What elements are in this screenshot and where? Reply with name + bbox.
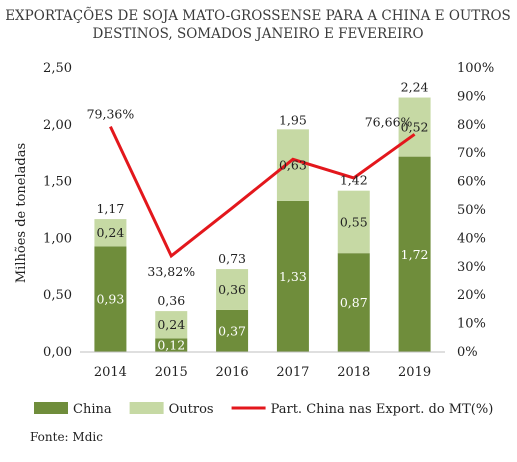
total-label: 1,17	[96, 201, 124, 216]
legend-label: Part. China nas Export. do MT(%)	[271, 402, 494, 417]
total-label: 1,42	[340, 173, 368, 188]
total-label: 0,73	[218, 251, 246, 266]
total-label: 1,95	[279, 112, 307, 127]
bar-outros	[94, 219, 127, 247]
legend-swatch	[34, 402, 68, 414]
y-tick-label: 1,50	[43, 175, 72, 190]
bar-value-label: 0,52	[401, 120, 429, 135]
bar-value-label: 0,36	[218, 282, 246, 297]
bar-value-label: 1,33	[279, 269, 307, 284]
bar-value-label: 1,72	[401, 247, 429, 262]
share-label: 79,36%	[87, 107, 135, 122]
bar-outros	[216, 269, 249, 310]
x-tick-label: 2016	[216, 365, 249, 380]
x-tick-label: 2015	[155, 365, 188, 380]
y-tick-label: 2,50	[43, 61, 72, 76]
bar-outros	[337, 190, 370, 254]
total-label: 0,36	[157, 293, 185, 308]
bar-outros	[276, 129, 309, 201]
y-tick-label: 0,00	[43, 345, 72, 360]
x-tick-label: 2018	[337, 365, 370, 380]
y-tick-label: 1,00	[43, 231, 72, 246]
bar-value-label: 0,87	[340, 295, 368, 310]
y2-tick-label: 50%	[457, 203, 486, 218]
bar-china	[216, 309, 249, 352]
y2-tick-label: 10%	[457, 317, 486, 332]
y2-tick-label: 40%	[457, 231, 486, 246]
y2-tick-label: 0%	[457, 345, 478, 360]
source-note: Fonte: Mdic	[30, 430, 103, 444]
x-tick-label: 2019	[398, 365, 431, 380]
bar-value-label: 0,93	[96, 292, 124, 307]
bar-value-label: 0,55	[340, 214, 368, 229]
legend: China Outros Part. China nas Export. do MT…	[34, 402, 493, 417]
bar-value-label: 0,63	[279, 158, 307, 173]
y-axis-ticks: 0,00 0,50 1,00 1,50 2,00 2,50	[43, 61, 72, 360]
x-tick-label: 2014	[94, 365, 127, 380]
x-axis-ticks: 2014 2015 2016 2017 2018 2019	[94, 365, 431, 380]
bar-china	[155, 338, 188, 352]
y2-tick-label: 30%	[457, 260, 486, 275]
bar-value-label: 0,37	[218, 323, 246, 338]
y2-tick-label: 90%	[457, 89, 486, 104]
y-tick-label: 0,50	[43, 288, 72, 303]
legend-swatch	[129, 402, 164, 414]
share-label: 33,82%	[147, 264, 195, 279]
y2-tick-label: 60%	[457, 175, 486, 190]
share-line-path	[109, 125, 416, 259]
chart-title: EXPORTAÇÕES DE SOJA MATO-GROSSENSE PARA …	[5, 8, 511, 42]
y2-tick-label: 80%	[457, 118, 486, 133]
share-label: 76,66%	[365, 114, 413, 129]
legend-label: Outros	[169, 402, 214, 417]
data-labels: 0,93 0,24 0,12 0,24 0,37 0,36 1,33 0,63 0,87 0,55…	[87, 80, 429, 353]
bar-china	[276, 200, 309, 352]
chart-title-line: DESTINOS, SOMADOS JANEIRO E FEVEREIRO	[92, 26, 423, 42]
y2-axis-ticks: 0% 10% 20% 30% 40% 50% 60% 70% 80% 90% 100%	[457, 61, 494, 360]
bar-value-label: 0,12	[157, 338, 185, 353]
y2-tick-label: 20%	[457, 288, 486, 303]
y-axis-label: Milhões de toneladas	[14, 143, 29, 283]
bars	[94, 97, 431, 352]
bar-outros	[398, 97, 431, 157]
legend-label: China	[73, 402, 112, 417]
y2-tick-label: 100%	[457, 61, 494, 76]
chart-title-line: EXPORTAÇÕES DE SOJA MATO-GROSSENSE PARA …	[5, 8, 511, 24]
bar-china	[337, 253, 370, 352]
y-tick-label: 2,00	[43, 118, 72, 133]
share-line	[109, 125, 416, 259]
bar-china	[94, 246, 127, 352]
bar-value-label: 0,24	[96, 225, 124, 240]
total-label: 2,24	[401, 80, 429, 95]
bar-value-label: 0,24	[157, 317, 185, 332]
bar-outros	[155, 311, 188, 339]
x-tick-label: 2017	[276, 365, 309, 380]
bar-china	[398, 156, 431, 352]
y2-tick-label: 70%	[457, 146, 486, 161]
